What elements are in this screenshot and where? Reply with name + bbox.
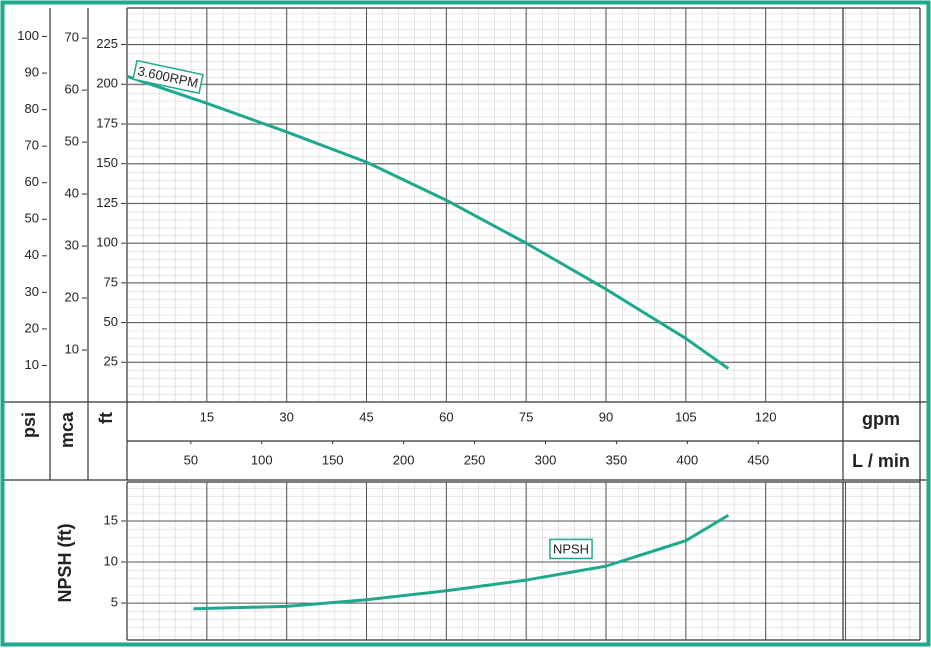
y2-tick-label: 20: [25, 320, 39, 335]
curve: [126, 74, 730, 370]
x2-tick-label: 100: [251, 452, 273, 467]
x2-tick-label: 200: [393, 452, 415, 467]
y3-tick-label: 40: [65, 186, 79, 201]
series-label: NPSH: [549, 538, 593, 560]
x2-tick-label: 250: [464, 452, 486, 467]
y2-tick-label: 100: [17, 28, 39, 43]
y2-tick-label: 90: [25, 64, 39, 79]
series-label-box: [132, 59, 204, 95]
x2-tick-label: 400: [676, 452, 698, 467]
y2-tick-label: 30: [25, 284, 39, 299]
x-tick-label: 60: [439, 409, 453, 424]
y3-tick-label: 50: [65, 134, 79, 149]
series-label-text: NPSH: [553, 541, 589, 556]
y-tick-label: 50: [104, 314, 118, 329]
x-tick-label: 105: [675, 409, 697, 424]
x2-tick-label: 300: [535, 452, 557, 467]
frame: [2, 7, 929, 641]
minor-grid: [127, 8, 920, 402]
axis-label: NPSH (ft): [55, 524, 75, 603]
y3-tick-label: 70: [65, 30, 79, 45]
y-tick-label: 15: [104, 512, 118, 527]
axis-label: gpm: [862, 409, 900, 429]
x-tick-label: 90: [599, 409, 613, 424]
y2-tick-label: 80: [25, 101, 39, 116]
y-tick-label: 5: [111, 595, 118, 610]
y-tick-label: 75: [104, 274, 118, 289]
y3-tick-label: 30: [65, 238, 79, 253]
y2-tick-label: 10: [25, 357, 39, 372]
series-label-box: [549, 538, 593, 560]
y-tick-label: 200: [96, 76, 118, 91]
y3-tick-label: 20: [65, 289, 79, 304]
x2-tick-label: 350: [606, 452, 628, 467]
x-tick-label: 45: [359, 409, 373, 424]
y3-tick-label: 10: [65, 341, 79, 356]
curve: [193, 513, 730, 611]
y2-tick-label: 60: [25, 174, 39, 189]
axis-label: ft: [96, 412, 116, 424]
x-tick-label: 120: [755, 409, 777, 424]
y-tick-label: 125: [96, 195, 118, 210]
y-tick-label: 225: [96, 36, 118, 51]
axis-label: psi: [19, 412, 39, 438]
minor-grid: [127, 482, 920, 640]
y-tick-label: 150: [96, 155, 118, 170]
y2-tick-label: 50: [25, 211, 39, 226]
x2-tick-label: 50: [184, 452, 198, 467]
x-tick-label: 30: [279, 409, 293, 424]
axis-label: L / min: [852, 451, 910, 471]
x-tick-label: 15: [200, 409, 214, 424]
y2-tick-label: 70: [25, 138, 39, 153]
x2-tick-label: 150: [322, 452, 344, 467]
y-tick-label: 175: [96, 115, 118, 130]
axis-label: mca: [57, 411, 77, 448]
y2-tick-label: 40: [25, 247, 39, 262]
y-tick-label: 10: [104, 553, 118, 568]
x-tick-label: 75: [519, 409, 533, 424]
y-tick-label: 25: [104, 354, 118, 369]
x2-tick-label: 450: [747, 452, 769, 467]
y-tick-label: 100: [96, 235, 118, 250]
y3-tick-label: 60: [65, 82, 79, 97]
